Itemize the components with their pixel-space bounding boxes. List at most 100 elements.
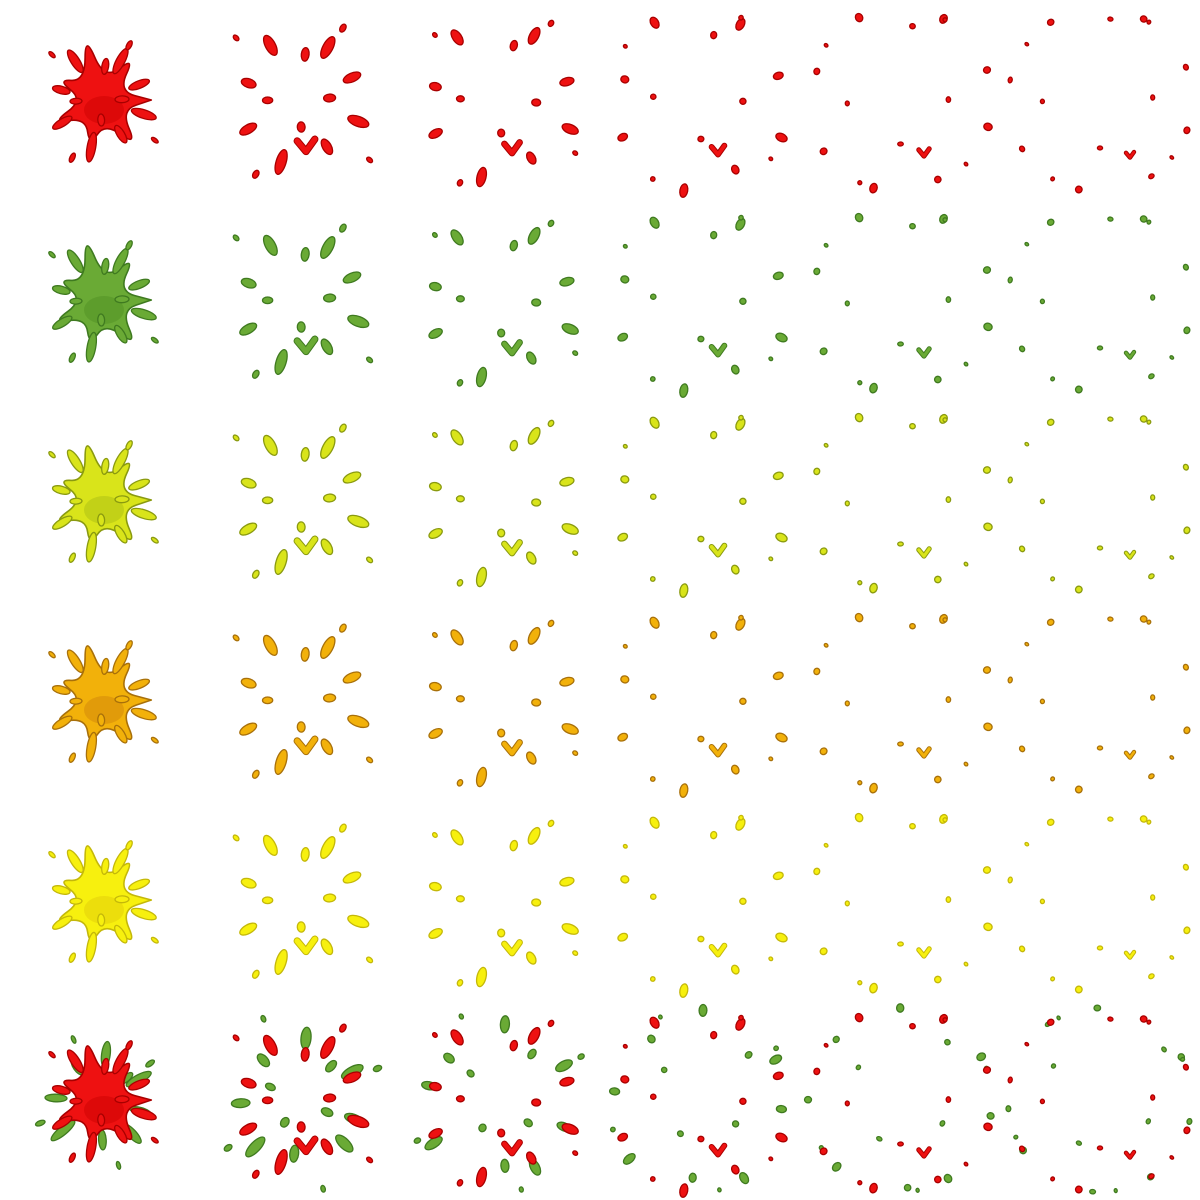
- splatter-droplet: [48, 1050, 56, 1059]
- splatter-droplet: [983, 522, 993, 532]
- splatter-droplet: [909, 222, 916, 230]
- splatter-droplet: [52, 515, 73, 530]
- splatter-droplet: [561, 1123, 579, 1135]
- splatter-droplet: [1024, 441, 1030, 447]
- splatter-droplet: [1074, 185, 1083, 194]
- splatter-droplet: [262, 634, 278, 657]
- splatter-droplet: [475, 366, 488, 388]
- splatter-droplet-secondary: [1113, 1187, 1118, 1194]
- splatter-droplet: [739, 1097, 747, 1105]
- splatter-droplet: [775, 532, 788, 543]
- splatter-droplet: [775, 132, 788, 143]
- splatter-droplet: [1148, 573, 1155, 580]
- splatter-drip-fill: [294, 736, 318, 755]
- splatter-droplet: [710, 830, 718, 840]
- splatter-droplet: [322, 893, 337, 903]
- splatter-droplet: [738, 614, 744, 621]
- splatter-graphic: [428, 819, 579, 988]
- splatter-droplet: [428, 881, 442, 892]
- splatter-droplet: [617, 332, 629, 342]
- splatter-droplet: [296, 321, 306, 333]
- splatter-droplet: [130, 307, 157, 321]
- splatter-droplet: [475, 166, 488, 188]
- splatter-droplet: [1107, 1016, 1114, 1022]
- splatter-graphic: [617, 14, 788, 198]
- splatter-droplet: [366, 956, 374, 964]
- splatter-droplet: [1146, 1019, 1152, 1025]
- splatter-droplet: [772, 71, 784, 81]
- splatter-droplet: [274, 349, 288, 375]
- sprite-frame-yellow-green-splatter-2: [200, 400, 400, 600]
- splatter-droplet: [296, 721, 306, 733]
- splatter-droplet: [531, 98, 542, 107]
- splatter-droplet: [320, 738, 334, 756]
- splatter-droplet: [768, 756, 774, 762]
- splatter-droplet: [1074, 385, 1083, 394]
- splatter-droplet: [497, 728, 506, 738]
- splatter-droplet: [1107, 816, 1114, 822]
- splatter-droplet: [730, 964, 740, 975]
- splatter-droplet-secondary: [1161, 1046, 1167, 1053]
- splatter-droplet: [963, 161, 969, 167]
- splatter-droplet: [559, 676, 575, 687]
- splatter-droplet: [52, 1115, 73, 1130]
- splatter-droplet: [68, 752, 77, 763]
- splatter-droplet: [97, 1113, 106, 1127]
- splatter-droplet: [114, 924, 128, 944]
- splatter-droplet: [68, 352, 77, 363]
- splatter-droplet: [125, 1040, 133, 1051]
- splatter-droplet: [428, 481, 442, 492]
- splatter-droplet: [66, 849, 84, 874]
- splatter-droplet: [274, 149, 288, 175]
- splatter-droplet: [338, 423, 347, 433]
- splatter-droplet-secondary: [622, 1152, 636, 1165]
- splatter-droplet: [509, 1039, 519, 1052]
- splatter-droplet: [1148, 1173, 1155, 1180]
- splatter-droplet: [649, 976, 656, 982]
- splatter-droplet: [617, 932, 629, 942]
- splatter-droplet: [455, 895, 465, 903]
- splatter-droplet-secondary: [300, 1026, 312, 1050]
- splatter-droplet: [100, 57, 110, 75]
- splatter-droplet: [69, 297, 83, 305]
- splatter-droplet: [1150, 894, 1156, 901]
- splatter-droplet: [261, 896, 274, 905]
- splatter-droplet: [128, 478, 151, 491]
- splatter-droplet: [366, 356, 374, 364]
- splatter-droplet: [450, 1029, 464, 1046]
- splatter-droplet: [772, 671, 784, 681]
- splatter-droplet: [897, 1141, 904, 1147]
- splatter-droplet: [1146, 219, 1152, 225]
- splatter-droplet: [1183, 726, 1191, 735]
- splatter-drip-fill: [502, 140, 522, 156]
- splatter-droplet: [1169, 1155, 1175, 1160]
- splatter-droplet: [730, 564, 740, 575]
- splatter-droplet: [710, 430, 718, 440]
- splatter-droplet-secondary: [256, 1053, 271, 1068]
- sprite-frame-yellow-splatter-2: [200, 800, 400, 1000]
- splatter-graphic: [428, 19, 579, 188]
- splatter-droplet: [945, 96, 952, 104]
- splatter-droplet: [48, 50, 56, 59]
- splatter-droplet: [649, 293, 657, 300]
- splatter-droplet: [854, 1012, 864, 1023]
- splatter-droplet: [982, 266, 992, 274]
- sprite-frame-yellow-green-splatter-1: [0, 400, 200, 600]
- sprite-frame-red-splatter-5: [800, 0, 1000, 200]
- splatter-droplet: [1139, 215, 1148, 223]
- splatter-graphic: [617, 614, 788, 798]
- splatter-drip-fill: [502, 1140, 522, 1156]
- splatter-droplet-secondary: [279, 1116, 290, 1128]
- splatter-droplet: [1074, 1185, 1083, 1194]
- sprite-frame-orange-splatter-4: [600, 600, 800, 800]
- splatter-droplet-secondary: [660, 1066, 668, 1074]
- splatter-droplet: [909, 622, 916, 630]
- splatter-droplet: [649, 1016, 660, 1029]
- splatter-droplet: [945, 696, 952, 704]
- splatter-droplet: [431, 1032, 438, 1038]
- splatter-droplet: [738, 814, 744, 821]
- splatter-droplet: [114, 1124, 128, 1144]
- splatter-droplet: [942, 617, 948, 623]
- splatter-droplet: [450, 429, 464, 446]
- splatter-droplet: [945, 496, 952, 504]
